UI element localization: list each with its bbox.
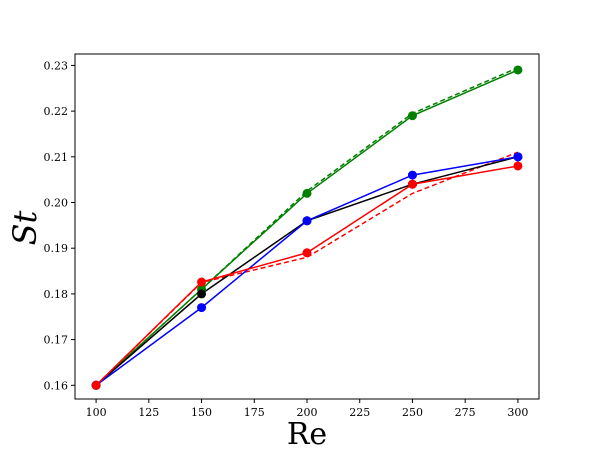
data-point [197, 289, 207, 299]
x-tick-label: 250 [402, 406, 423, 419]
y-tick-label: 0.19 [44, 242, 69, 255]
x-tick-label: 125 [138, 406, 159, 419]
x-tick-label: 200 [297, 406, 318, 419]
data-point [513, 152, 523, 162]
y-tick-label: 0.16 [44, 379, 69, 392]
y-axis-label: St [6, 210, 44, 245]
data-point [407, 111, 417, 121]
y-tick-label: 0.18 [44, 288, 69, 301]
series-line [95, 67, 519, 386]
data-point [91, 380, 101, 390]
x-axis-label: Re [287, 417, 327, 449]
data-point [197, 277, 207, 287]
y-tick-label: 0.21 [44, 151, 69, 164]
data-point [407, 179, 417, 189]
data-point [302, 216, 312, 226]
y-tick-label: 0.17 [44, 334, 69, 347]
y-tick-label: 0.20 [44, 197, 69, 210]
x-tick-label: 100 [86, 406, 107, 419]
plot-frame [74, 53, 540, 400]
series-layer [91, 65, 523, 390]
x-tick-label: 275 [455, 406, 476, 419]
y-tick-label: 0.23 [44, 59, 69, 72]
x-tick-label: 175 [244, 406, 265, 419]
data-point [407, 170, 417, 180]
data-point [513, 161, 523, 171]
data-point [302, 188, 312, 198]
data-point [302, 248, 312, 258]
tick-layer: 100 125 150 175 200 225 250 275 300 0.16 0.17 0.18 0… [44, 59, 529, 419]
y-tick-label: 0.22 [44, 105, 69, 118]
x-tick-label: 150 [191, 406, 212, 419]
data-point [197, 303, 207, 313]
x-tick-label: 300 [507, 406, 528, 419]
series-line [95, 151, 519, 386]
data-point [513, 65, 523, 75]
series-line [95, 165, 519, 386]
x-tick-label: 225 [349, 406, 370, 419]
